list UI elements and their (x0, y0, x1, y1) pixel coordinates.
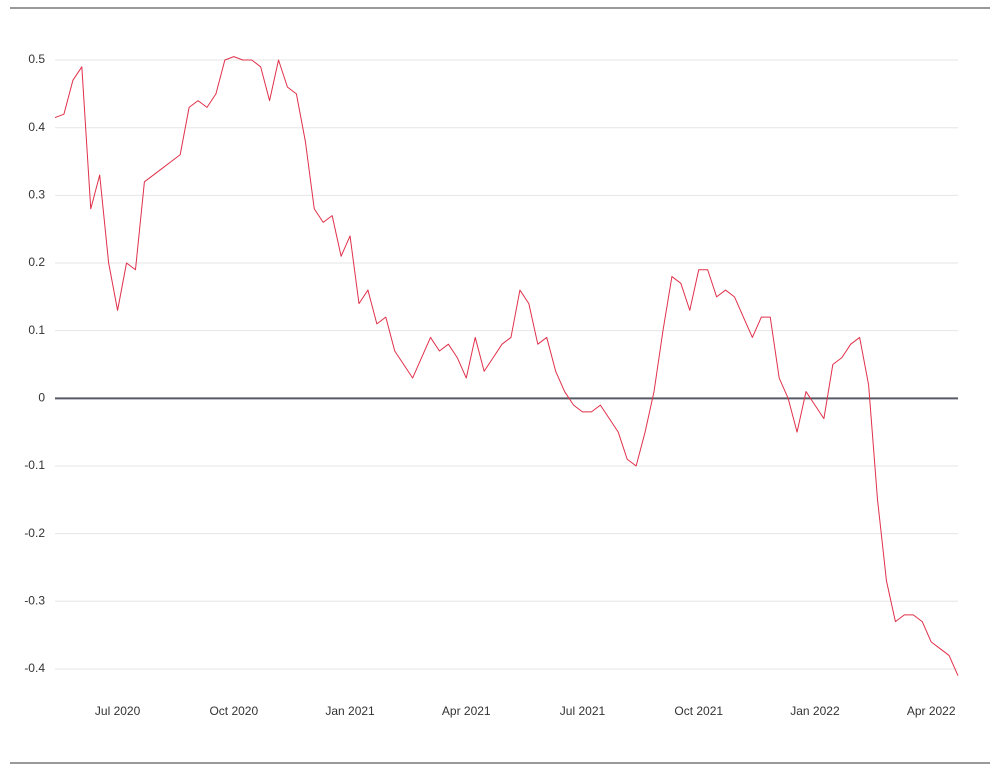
y-tick-label: 0.1 (28, 323, 45, 337)
y-tick-label: -0.3 (24, 593, 45, 607)
x-tick-label: Jul 2020 (95, 704, 141, 718)
y-tick-label: 0.3 (28, 188, 45, 202)
y-tick-label: 0.2 (28, 255, 45, 269)
x-tick-label: Apr 2022 (907, 704, 956, 718)
x-tick-label: Jan 2021 (325, 704, 375, 718)
x-tick-label: Jul 2021 (560, 704, 606, 718)
y-tick-label: 0 (38, 391, 45, 405)
x-tick-label: Oct 2021 (674, 704, 723, 718)
y-tick-label: -0.2 (24, 526, 45, 540)
data-line (54, 56, 959, 676)
y-tick-label: -0.4 (24, 661, 45, 675)
y-tick-label: -0.1 (24, 458, 45, 472)
y-tick-label: 0.4 (28, 120, 45, 134)
x-tick-label: Jan 2022 (790, 704, 840, 718)
y-tick-label: 0.5 (28, 52, 45, 66)
x-tick-label: Apr 2021 (442, 704, 491, 718)
x-tick-label: Oct 2020 (209, 704, 258, 718)
